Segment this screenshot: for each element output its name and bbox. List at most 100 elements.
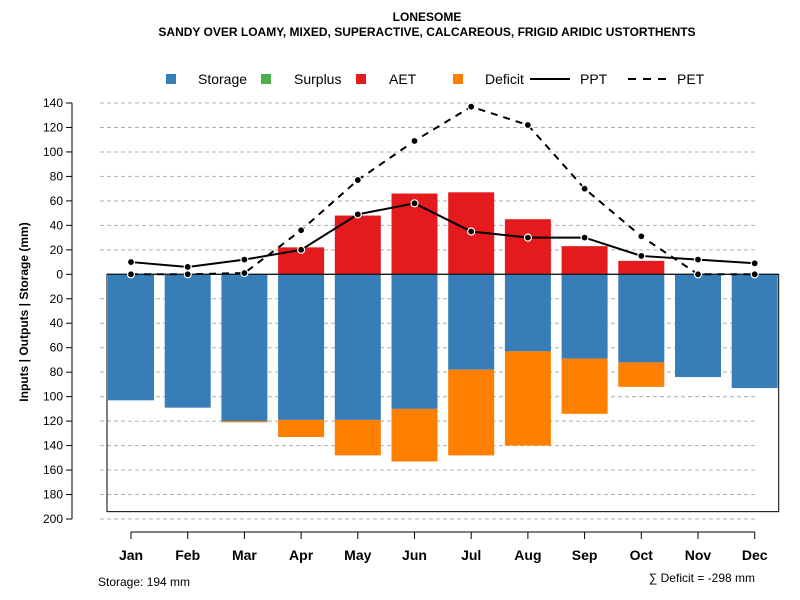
y-axis: 1401201008060402002040608010012014016018… bbox=[43, 96, 73, 526]
legend-item-deficit: Deficit bbox=[453, 71, 524, 87]
storage-bar bbox=[334, 274, 381, 420]
pet-line bbox=[126, 102, 759, 279]
legend-swatch bbox=[453, 74, 463, 84]
legend-label: PPT bbox=[580, 71, 608, 87]
deficit-bar bbox=[278, 419, 325, 438]
y-tick-label: 100 bbox=[43, 145, 63, 159]
storage-bar bbox=[561, 274, 608, 359]
legend-label: Surplus bbox=[294, 71, 341, 87]
y-tick-label: 80 bbox=[50, 169, 64, 183]
chart-title: LONESOME bbox=[393, 10, 462, 24]
ppt-point bbox=[637, 251, 646, 261]
storage-bar bbox=[108, 274, 154, 401]
legend-label: Deficit bbox=[485, 71, 524, 87]
legend-swatch bbox=[261, 74, 271, 84]
ppt-point bbox=[183, 262, 192, 272]
pet-point bbox=[126, 270, 136, 279]
y-tick-label: 60 bbox=[50, 194, 64, 208]
deficit-bar bbox=[221, 421, 268, 423]
pet-polyline bbox=[131, 105, 755, 276]
pet-point bbox=[183, 270, 192, 279]
x-tick-label: Oct bbox=[630, 547, 654, 563]
legend-swatch bbox=[356, 74, 366, 84]
x-tick-label: Apr bbox=[289, 547, 314, 563]
ppt-point bbox=[467, 227, 476, 236]
storage-bar bbox=[278, 274, 325, 420]
y-axis-label: Inputs | Outputs | Storage (mm) bbox=[17, 222, 31, 401]
storage-bar bbox=[448, 274, 495, 370]
y-tick-label: 0 bbox=[56, 267, 63, 281]
storage-bar bbox=[164, 274, 211, 408]
pet-point bbox=[523, 120, 533, 130]
legend-item-aet: AET bbox=[356, 71, 417, 87]
y-tick-label: 40 bbox=[50, 316, 64, 330]
pet-point bbox=[750, 270, 759, 279]
storage-bar bbox=[675, 274, 721, 378]
y-tick-label: 140 bbox=[43, 439, 63, 453]
storage-bar bbox=[504, 274, 551, 352]
deficit-bar bbox=[334, 419, 381, 456]
pet-point bbox=[580, 184, 589, 193]
y-tick-label: 160 bbox=[43, 463, 63, 477]
storage-bar bbox=[618, 274, 665, 363]
deficit-note: ∑ Deficit = -298 mm bbox=[649, 571, 755, 585]
y-tick-label: 120 bbox=[43, 120, 63, 134]
y-tick-label: 200 bbox=[43, 512, 63, 526]
x-tick-label: Jan bbox=[119, 547, 143, 563]
legend-label: Storage bbox=[198, 71, 247, 87]
legend-item-ppt: PPT bbox=[530, 71, 608, 87]
ppt-point bbox=[410, 199, 419, 208]
y-tick-label: 20 bbox=[50, 243, 64, 257]
ppt-point bbox=[750, 259, 759, 268]
storage-bar bbox=[731, 274, 778, 389]
chart-subtitle: SANDY OVER LOAMY, MIXED, SUPERACTIVE, CA… bbox=[158, 25, 695, 39]
y-tick-label: 140 bbox=[43, 96, 63, 110]
x-tick-label: Sep bbox=[572, 547, 598, 563]
ppt-point bbox=[693, 255, 703, 264]
pet-point bbox=[410, 136, 419, 146]
storage-bar bbox=[391, 274, 438, 409]
x-tick-label: Jul bbox=[461, 547, 481, 563]
ppt-point bbox=[353, 210, 362, 219]
legend-item-pet: PET bbox=[628, 71, 705, 87]
y-tick-label: 100 bbox=[43, 390, 63, 404]
x-tick-label: Dec bbox=[742, 547, 768, 563]
bars bbox=[108, 192, 778, 462]
ppt-line bbox=[126, 199, 759, 272]
y-tick-label: 20 bbox=[50, 292, 64, 306]
y-tick-label: 80 bbox=[50, 365, 64, 379]
y-tick-label: 60 bbox=[50, 341, 64, 355]
ppt-point bbox=[297, 245, 306, 254]
y-tick-label: 120 bbox=[43, 414, 63, 428]
storage-note: Storage: 194 mm bbox=[98, 575, 190, 589]
storage-bar bbox=[221, 274, 268, 422]
legend-label: PET bbox=[677, 71, 705, 87]
x-tick-label: Mar bbox=[232, 547, 257, 563]
x-tick-label: Jun bbox=[402, 547, 427, 563]
y-tick-label: 180 bbox=[43, 488, 63, 502]
ppt-point bbox=[126, 257, 136, 267]
ppt-point bbox=[240, 255, 249, 264]
pet-point bbox=[353, 175, 362, 185]
legend-swatch bbox=[166, 74, 176, 84]
x-tick-label: Nov bbox=[685, 547, 712, 563]
aet-bar bbox=[618, 260, 665, 275]
aet-bar bbox=[334, 215, 381, 275]
deficit-bar bbox=[391, 408, 438, 462]
ppt-polyline bbox=[130, 202, 755, 268]
pet-point bbox=[637, 232, 646, 241]
ppt-point bbox=[523, 233, 533, 242]
legend-item-storage: Storage bbox=[166, 71, 247, 87]
deficit-bar bbox=[448, 369, 495, 456]
aet-bar bbox=[561, 246, 608, 275]
y-tick-label: 40 bbox=[50, 218, 64, 232]
x-axis: Jan Feb Mar Apr May Jun Jul Aug Sep Oct Nov Dec bbox=[119, 531, 768, 563]
pet-point bbox=[693, 270, 703, 279]
x-tick-label: Feb bbox=[175, 547, 200, 563]
deficit-bar bbox=[561, 358, 608, 414]
x-tick-label: Aug bbox=[514, 547, 541, 563]
pet-point bbox=[297, 226, 306, 235]
pet-point bbox=[240, 268, 249, 278]
legend-item-surplus: Surplus bbox=[261, 71, 341, 87]
